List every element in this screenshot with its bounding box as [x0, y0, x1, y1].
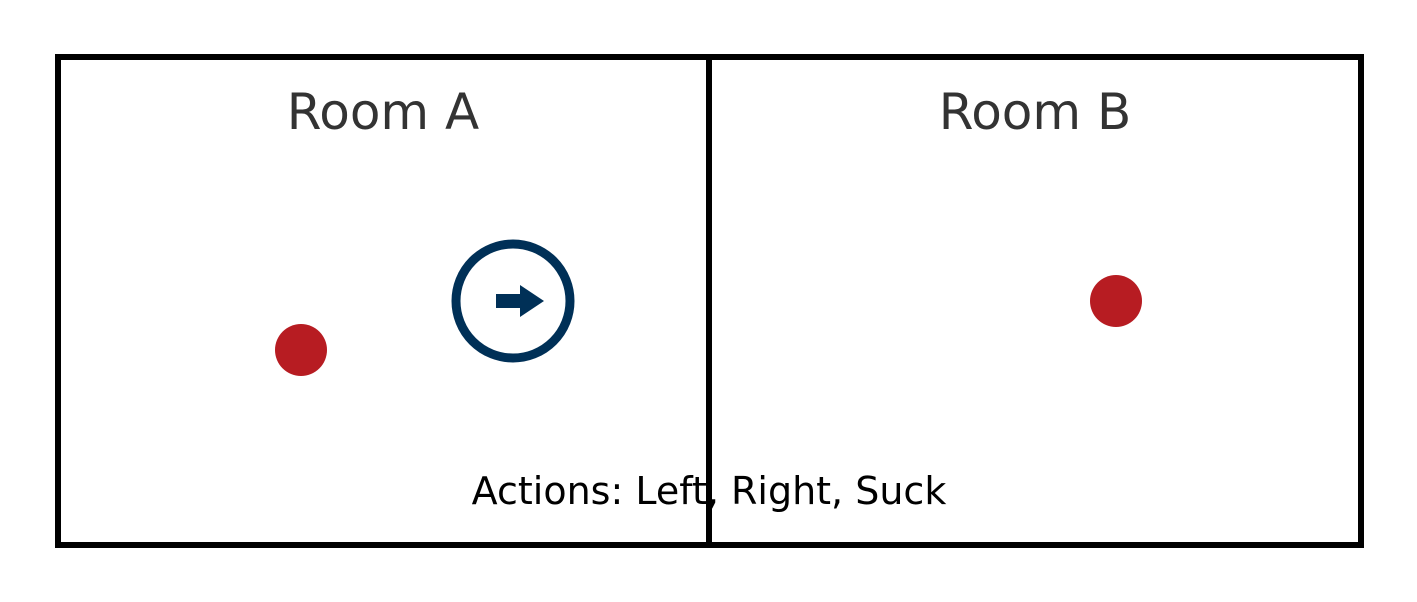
- room-b-label: Room B: [939, 83, 1132, 141]
- vacuum-agent-icon: [451, 239, 575, 363]
- dirt-room-b: [1090, 275, 1142, 327]
- arrow-right-icon: [496, 285, 544, 317]
- room-a-label: Room A: [287, 83, 479, 141]
- room-b-box: [706, 54, 1364, 548]
- actions-text: Actions: Left, Right, Suck: [472, 469, 947, 513]
- dirt-room-a: [275, 324, 327, 376]
